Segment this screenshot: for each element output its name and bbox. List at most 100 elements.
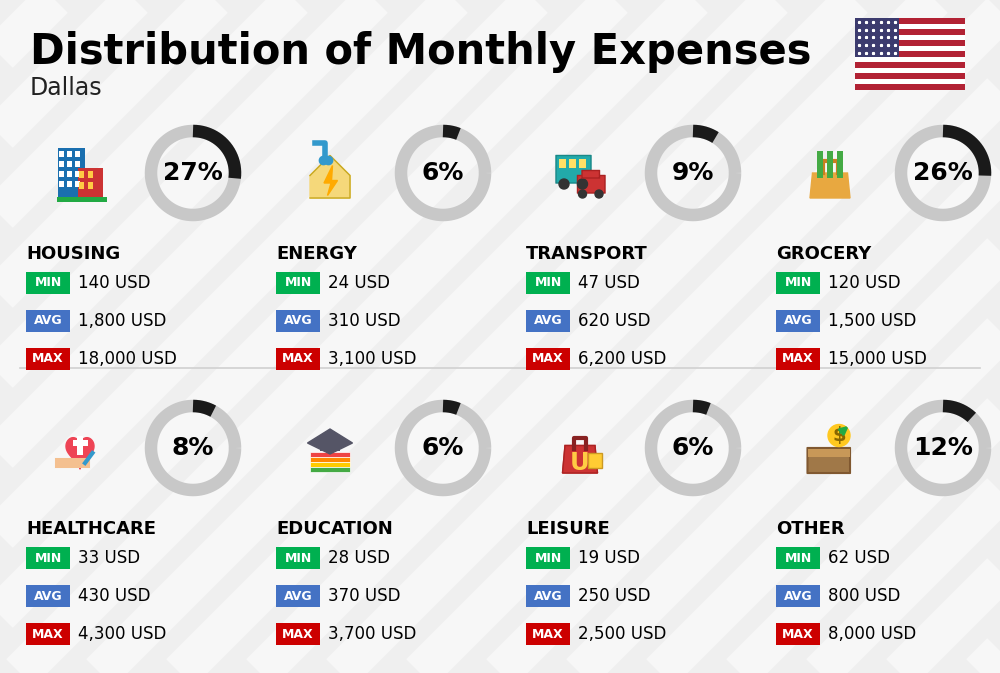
FancyBboxPatch shape (66, 170, 72, 176)
FancyBboxPatch shape (26, 547, 70, 569)
Text: MIN: MIN (34, 551, 62, 565)
FancyBboxPatch shape (526, 310, 570, 332)
FancyBboxPatch shape (855, 18, 965, 24)
FancyBboxPatch shape (579, 159, 586, 168)
Text: 3,100 USD: 3,100 USD (328, 350, 416, 368)
Text: 800 USD: 800 USD (828, 587, 900, 605)
Text: MAX: MAX (32, 627, 64, 641)
Polygon shape (810, 173, 850, 198)
FancyBboxPatch shape (88, 170, 93, 178)
Text: 120 USD: 120 USD (828, 274, 901, 292)
Polygon shape (66, 437, 94, 469)
Text: 15,000 USD: 15,000 USD (828, 350, 927, 368)
FancyBboxPatch shape (837, 151, 843, 178)
FancyBboxPatch shape (72, 440, 88, 446)
FancyBboxPatch shape (855, 18, 965, 90)
Text: MIN: MIN (784, 277, 812, 289)
FancyBboxPatch shape (807, 448, 850, 473)
FancyBboxPatch shape (26, 585, 70, 607)
Text: 33 USD: 33 USD (78, 549, 140, 567)
Text: 28 USD: 28 USD (328, 549, 390, 567)
Text: AVG: AVG (534, 590, 562, 602)
FancyBboxPatch shape (526, 547, 570, 569)
Text: MAX: MAX (532, 627, 564, 641)
Text: MAX: MAX (32, 353, 64, 365)
FancyBboxPatch shape (776, 272, 820, 294)
FancyBboxPatch shape (310, 452, 350, 457)
FancyBboxPatch shape (559, 159, 566, 168)
FancyBboxPatch shape (855, 85, 965, 90)
Text: ENERGY: ENERGY (276, 245, 357, 263)
Text: 370 USD: 370 USD (328, 587, 400, 605)
FancyBboxPatch shape (276, 623, 320, 645)
Text: MIN: MIN (284, 551, 312, 565)
Polygon shape (308, 429, 352, 454)
Text: 8,000 USD: 8,000 USD (828, 625, 916, 643)
FancyBboxPatch shape (577, 176, 605, 193)
FancyBboxPatch shape (310, 462, 350, 467)
FancyBboxPatch shape (310, 457, 350, 462)
FancyBboxPatch shape (310, 467, 350, 472)
Text: 62 USD: 62 USD (828, 549, 890, 567)
FancyBboxPatch shape (74, 170, 80, 176)
FancyBboxPatch shape (276, 310, 320, 332)
Text: 310 USD: 310 USD (328, 312, 401, 330)
Text: 430 USD: 430 USD (78, 587, 150, 605)
FancyBboxPatch shape (276, 585, 320, 607)
Text: 140 USD: 140 USD (78, 274, 150, 292)
Text: MIN: MIN (34, 277, 62, 289)
FancyBboxPatch shape (55, 458, 90, 468)
Text: 6%: 6% (422, 161, 464, 185)
FancyBboxPatch shape (88, 182, 93, 188)
FancyBboxPatch shape (78, 168, 103, 198)
Text: HOUSING: HOUSING (26, 245, 120, 263)
Text: 27%: 27% (163, 161, 223, 185)
Text: 1,800 USD: 1,800 USD (78, 312, 166, 330)
Text: 250 USD: 250 USD (578, 587, 650, 605)
Text: 12%: 12% (913, 436, 973, 460)
Text: 3,700 USD: 3,700 USD (328, 625, 416, 643)
FancyBboxPatch shape (58, 160, 64, 166)
FancyBboxPatch shape (855, 29, 965, 34)
Polygon shape (562, 446, 598, 473)
Text: 47 USD: 47 USD (578, 274, 640, 292)
FancyBboxPatch shape (66, 180, 72, 186)
FancyBboxPatch shape (817, 151, 823, 178)
FancyBboxPatch shape (526, 585, 570, 607)
FancyBboxPatch shape (26, 348, 70, 370)
FancyBboxPatch shape (526, 623, 570, 645)
Text: AVG: AVG (534, 314, 562, 328)
Text: MAX: MAX (282, 627, 314, 641)
FancyBboxPatch shape (776, 310, 820, 332)
Text: OTHER: OTHER (776, 520, 845, 538)
Text: 6%: 6% (422, 436, 464, 460)
Text: AVG: AVG (34, 314, 62, 328)
Circle shape (578, 190, 586, 198)
FancyBboxPatch shape (827, 151, 833, 178)
FancyBboxPatch shape (58, 151, 64, 157)
Text: 9%: 9% (672, 161, 714, 185)
Circle shape (828, 425, 850, 446)
FancyBboxPatch shape (66, 151, 72, 157)
FancyBboxPatch shape (79, 170, 84, 178)
FancyBboxPatch shape (776, 547, 820, 569)
Polygon shape (310, 155, 350, 198)
Text: AVG: AVG (34, 590, 62, 602)
FancyBboxPatch shape (58, 148, 85, 198)
Circle shape (595, 190, 603, 198)
Text: $: $ (832, 426, 846, 445)
Text: MAX: MAX (282, 353, 314, 365)
FancyBboxPatch shape (77, 435, 83, 454)
FancyBboxPatch shape (276, 547, 320, 569)
FancyBboxPatch shape (26, 623, 70, 645)
Text: AVG: AVG (284, 314, 312, 328)
Text: LEISURE: LEISURE (526, 520, 610, 538)
FancyBboxPatch shape (855, 63, 965, 68)
FancyBboxPatch shape (58, 180, 64, 186)
FancyBboxPatch shape (855, 73, 965, 79)
FancyBboxPatch shape (79, 182, 84, 188)
Text: AVG: AVG (784, 590, 812, 602)
Text: Distribution of Monthly Expenses: Distribution of Monthly Expenses (30, 31, 812, 73)
FancyBboxPatch shape (776, 623, 820, 645)
Text: MIN: MIN (534, 551, 562, 565)
